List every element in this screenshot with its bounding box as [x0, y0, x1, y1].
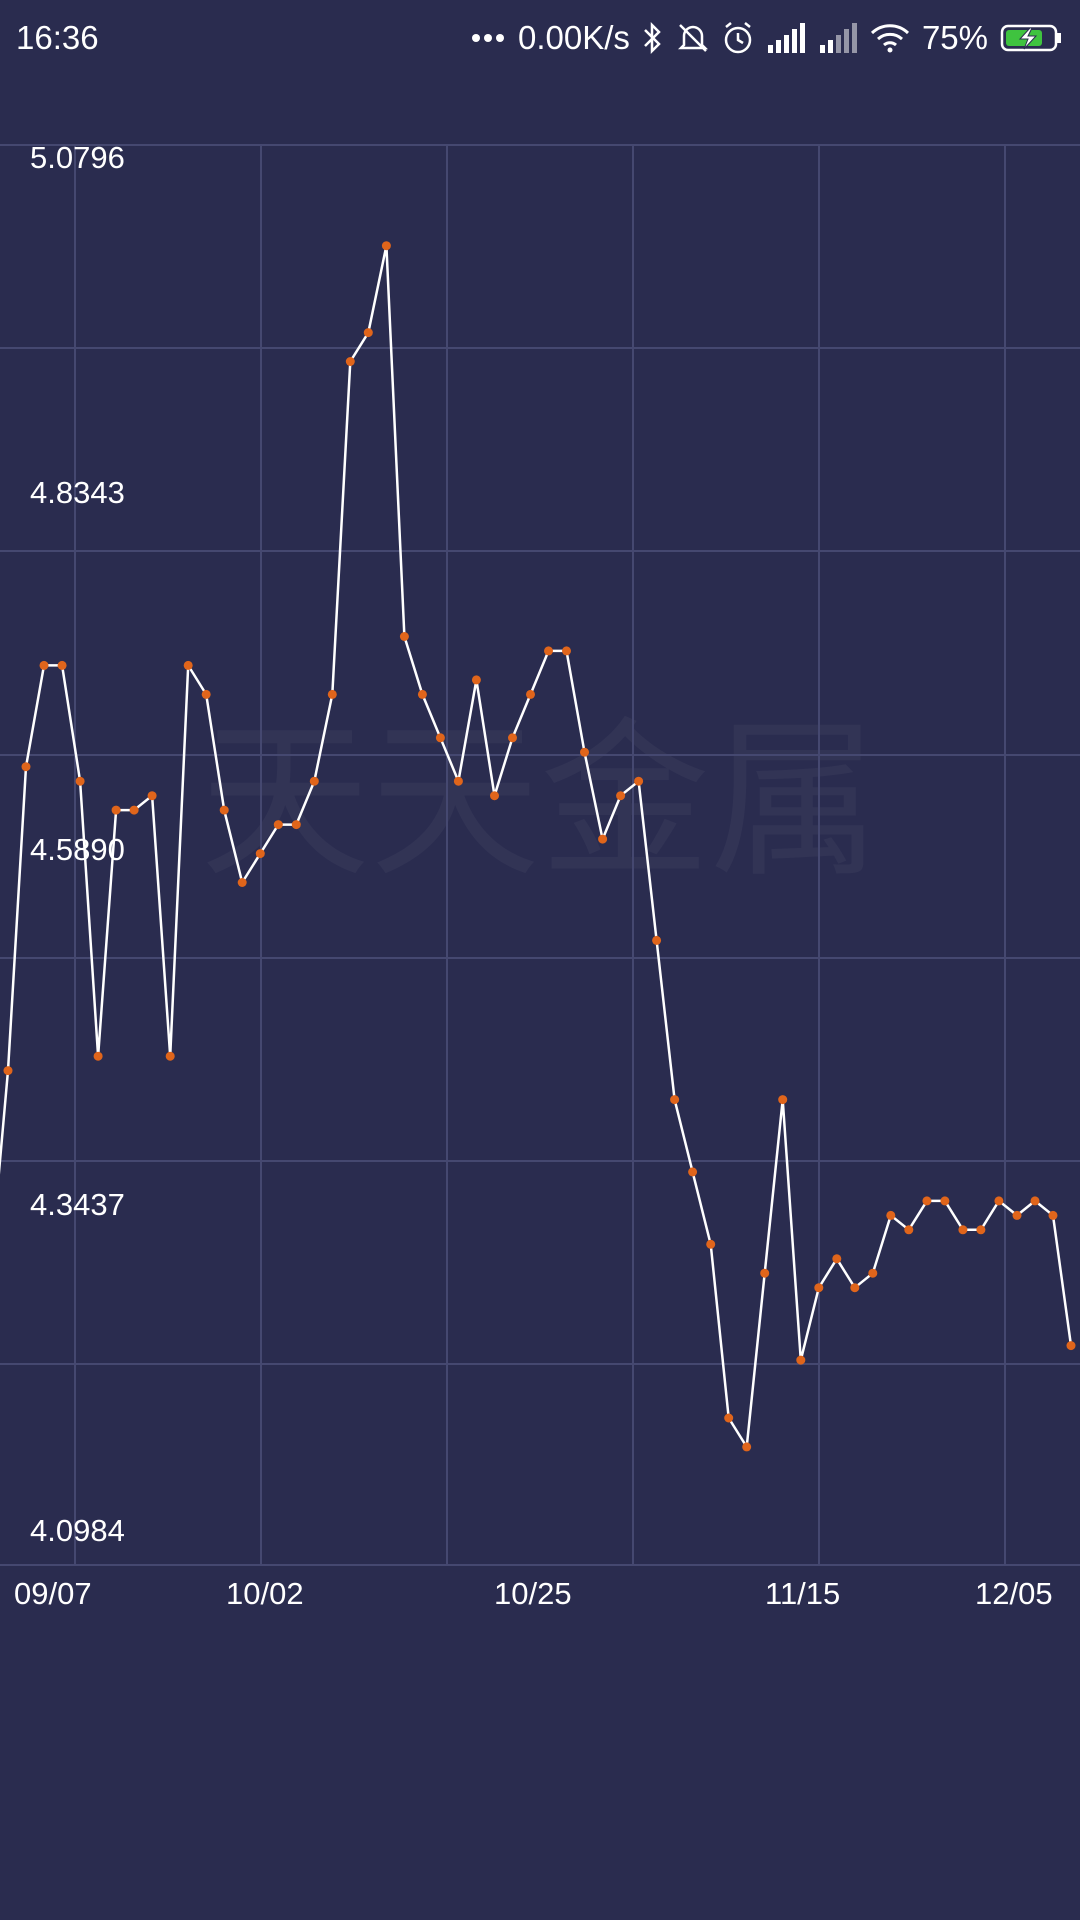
data-point[interactable]	[382, 241, 391, 250]
data-point[interactable]	[364, 328, 373, 337]
data-point[interactable]	[94, 1052, 103, 1061]
data-point[interactable]	[40, 661, 49, 670]
wifi-icon	[870, 23, 910, 53]
data-point[interactable]	[472, 675, 481, 684]
data-point[interactable]	[418, 690, 427, 699]
y-tick-label: 4.0984	[30, 1513, 125, 1548]
data-point[interactable]	[670, 1095, 679, 1104]
data-point[interactable]	[940, 1196, 949, 1205]
data-point[interactable]	[922, 1196, 931, 1205]
data-point[interactable]	[724, 1414, 733, 1423]
data-point[interactable]	[1031, 1196, 1040, 1205]
data-point[interactable]	[562, 646, 571, 655]
data-point[interactable]	[976, 1225, 985, 1234]
y-tick-label: 4.8343	[30, 475, 125, 510]
data-point[interactable]	[490, 791, 499, 800]
data-point[interactable]	[436, 733, 445, 742]
data-point[interactable]	[1049, 1211, 1058, 1220]
data-point[interactable]	[760, 1269, 769, 1278]
data-point[interactable]	[238, 878, 247, 887]
data-point[interactable]	[832, 1254, 841, 1263]
data-point[interactable]	[904, 1225, 913, 1234]
data-point[interactable]	[454, 777, 463, 786]
more-dots-icon	[470, 32, 506, 44]
data-point[interactable]	[706, 1240, 715, 1249]
data-point[interactable]	[112, 806, 121, 815]
data-point[interactable]	[130, 806, 139, 815]
data-point[interactable]	[1067, 1341, 1076, 1350]
data-point[interactable]	[778, 1095, 787, 1104]
data-point[interactable]	[796, 1356, 805, 1365]
alarm-clock-icon	[722, 21, 754, 55]
data-point[interactable]	[184, 661, 193, 670]
x-tick-label: 10/02	[226, 1576, 304, 1611]
data-point[interactable]	[274, 820, 283, 829]
battery-percent: 75%	[922, 19, 988, 57]
y-tick-label: 4.5890	[30, 832, 125, 867]
bluetooth-icon	[642, 21, 664, 55]
data-point[interactable]	[652, 936, 661, 945]
alarm-off-icon	[676, 21, 710, 55]
data-point[interactable]	[4, 1066, 13, 1075]
data-point[interactable]	[868, 1269, 877, 1278]
data-point[interactable]	[886, 1211, 895, 1220]
data-point[interactable]	[742, 1442, 751, 1451]
data-point[interactable]	[616, 791, 625, 800]
y-tick-label: 4.3437	[30, 1187, 125, 1222]
data-point[interactable]	[688, 1167, 697, 1176]
status-time: 16:36	[16, 19, 99, 57]
data-point[interactable]	[22, 762, 31, 771]
data-point[interactable]	[346, 357, 355, 366]
data-point[interactable]	[148, 791, 157, 800]
data-point[interactable]	[220, 806, 229, 815]
data-point[interactable]	[634, 777, 643, 786]
data-point[interactable]	[76, 777, 85, 786]
data-point[interactable]	[958, 1225, 967, 1234]
data-point[interactable]	[310, 777, 319, 786]
data-point[interactable]	[328, 690, 337, 699]
data-point[interactable]	[256, 849, 265, 858]
x-axis-labels: 09/07 10/02 10/25 11/15 12/05	[14, 1576, 1053, 1611]
data-point[interactable]	[166, 1052, 175, 1061]
data-point[interactable]	[580, 748, 589, 757]
watermark-text: 天天金属	[200, 703, 880, 901]
signal-icon	[766, 23, 806, 53]
data-point[interactable]	[598, 835, 607, 844]
signal-2-icon	[818, 23, 858, 53]
data-point[interactable]	[58, 661, 67, 670]
data-point[interactable]	[1013, 1211, 1022, 1220]
data-point[interactable]	[994, 1196, 1003, 1205]
x-tick-label: 11/15	[765, 1576, 840, 1611]
data-point[interactable]	[400, 632, 409, 641]
y-tick-label: 5.0796	[30, 140, 125, 175]
y-axis-labels: 5.0796 4.8343 4.5890 4.3437 4.0984	[30, 140, 125, 1548]
data-point[interactable]	[850, 1283, 859, 1292]
network-speed: 0.00K/s	[518, 19, 630, 57]
x-tick-label: 12/05	[975, 1576, 1053, 1611]
x-tick-label: 09/07	[14, 1576, 92, 1611]
x-tick-label: 10/25	[494, 1576, 572, 1611]
data-point[interactable]	[814, 1283, 823, 1292]
data-point[interactable]	[508, 733, 517, 742]
data-point[interactable]	[526, 690, 535, 699]
battery-charging-icon	[1000, 23, 1064, 53]
data-point[interactable]	[544, 646, 553, 655]
status-bar: 16:36 0.00K/s 75%	[0, 0, 1080, 76]
data-point[interactable]	[202, 690, 211, 699]
data-point[interactable]	[292, 820, 301, 829]
